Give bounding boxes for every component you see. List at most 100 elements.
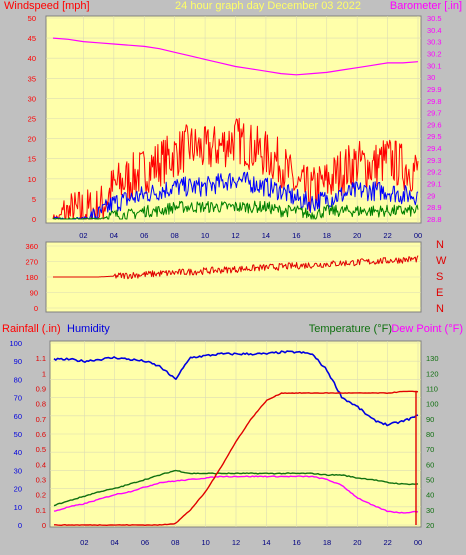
windspeed-tick: 5 [32, 195, 36, 204]
temperature-line [53, 469, 419, 507]
windspeed-tick: 45 [28, 34, 36, 43]
rain-tick: 0.8 [36, 400, 46, 409]
temp-x-ticks: 02 04 06 08 10 12 14 16 18 20 22 00 [80, 538, 422, 547]
rain-tick: 1 [42, 369, 46, 378]
wind-x-tick: 00 [414, 231, 422, 240]
temperature-axis-label: Temperature (°F) [309, 323, 392, 335]
wind-line [52, 171, 419, 220]
gust-line [52, 117, 419, 220]
temperature-tick: 60 [426, 460, 434, 469]
barometer-tick: 30.5 [427, 14, 442, 23]
barometer-tick: 29.3 [427, 156, 442, 165]
humidity-tick: 100 [9, 339, 22, 348]
windspeed-ticks: 0 5 10 15 20 25 30 35 40 45 50 [28, 14, 36, 224]
rain-tick: 0 [42, 521, 46, 530]
barometer-tick: 30.3 [427, 38, 442, 47]
barometer-tick: 29.8 [427, 97, 442, 106]
barometer-tick: 29.2 [427, 168, 442, 177]
temperature-tick: 120 [426, 369, 439, 378]
rain-tick: 0.9 [36, 385, 46, 394]
rain-tick: 0.5 [36, 445, 46, 454]
temp-series [53, 350, 419, 526]
compass-label: N [436, 239, 444, 251]
temp-gridlines [50, 341, 421, 527]
windspeed-tick: 35 [28, 74, 36, 83]
direction-line [53, 255, 419, 280]
barometer-axis-label: Barometer [.in] [390, 0, 462, 12]
barometer-ticks: 28.8 28.9 29 29.1 29.2 29.3 29.4 29.5 29.6 29.7 29… [427, 14, 442, 224]
barometer-tick: 29.9 [427, 85, 442, 94]
temp-x-tick: 08 [171, 538, 179, 547]
barometer-tick: 30.2 [427, 49, 442, 58]
compass-label: E [436, 287, 443, 299]
barometer-tick: 30.4 [427, 26, 442, 35]
barometer-tick: 29.5 [427, 132, 442, 141]
temperature-tick: 100 [426, 400, 439, 409]
temp-x-tick: 10 [201, 538, 209, 547]
temperature-tick: 30 [426, 506, 434, 515]
temp-x-tick: 12 [232, 538, 240, 547]
humidity-tick: 20 [14, 485, 22, 494]
barometer-tick: 30 [427, 73, 435, 82]
barometer-tick: 28.9 [427, 203, 442, 212]
wind-x-tick: 16 [292, 231, 300, 240]
rain-tick: 0.3 [36, 476, 46, 485]
barometer-tick: 28.8 [427, 215, 442, 224]
humidity-tick: 50 [14, 430, 22, 439]
windspeed-tick: 25 [28, 115, 36, 124]
humidity-line [53, 350, 419, 427]
wind-x-tick: 12 [231, 231, 239, 240]
barometer-tick: 29.4 [427, 144, 442, 153]
direction-tick: 360 [25, 242, 38, 251]
wind-plot-area [45, 15, 422, 224]
temperature-tick: 40 [426, 491, 434, 500]
humidity-tick: 70 [14, 394, 22, 403]
rain-tick: 0.7 [36, 415, 46, 424]
temp-x-tick: 00 [414, 538, 422, 547]
windspeed-tick: 40 [28, 54, 36, 63]
temperature-tick: 90 [426, 415, 434, 424]
temp-x-tick: 16 [292, 538, 300, 547]
wind-x-tick: 20 [353, 231, 361, 240]
barometer-tick: 29 [427, 191, 435, 200]
windspeed-tick: 15 [28, 155, 36, 164]
temp-x-tick: 18 [323, 538, 331, 547]
humidity-tick: 90 [14, 357, 22, 366]
humidity-axis-label: Humidity [67, 323, 110, 335]
dewpoint-axis-label: Dew Point (°F) [391, 323, 463, 335]
temperature-tick: 110 [426, 385, 438, 394]
direction-ticks: 0 90 180 270 360 [25, 242, 38, 313]
rain-tick: 0.2 [36, 491, 46, 500]
temp-x-tick: 06 [141, 538, 149, 547]
temperature-tick: 130 [426, 354, 439, 363]
wind-gridlines [46, 16, 421, 223]
wind-x-tick: 08 [170, 231, 178, 240]
temp-x-tick: 22 [383, 538, 391, 547]
wind-x-tick: 04 [110, 231, 118, 240]
barometer-tick: 29.7 [427, 109, 442, 118]
wind-x-tick: 14 [262, 231, 270, 240]
humidity-tick: 30 [14, 466, 22, 475]
wind-x-ticks: 02 04 06 08 10 12 14 16 18 20 22 00 [79, 231, 422, 240]
temperature-tick: 70 [426, 445, 434, 454]
wind-x-tick: 18 [323, 231, 331, 240]
rain-tick: 0.4 [36, 460, 46, 469]
rainfall-axis-label: Rainfall (.in) [2, 323, 61, 335]
humidity-ticks: 0 10 20 30 40 50 60 70 80 90 100 [9, 339, 22, 530]
temp-x-tick: 02 [80, 538, 88, 547]
rain-tick: 0.6 [36, 430, 46, 439]
wind-x-tick: 06 [140, 231, 148, 240]
direction-tick: 90 [30, 289, 38, 298]
humidity-tick: 0 [18, 521, 22, 530]
humidity-tick: 60 [14, 412, 22, 421]
compass-label: S [436, 271, 443, 283]
rain-ticks: 0 0.1 0.2 0.3 0.4 0.5 0.6 0.7 0.8 0.9 1 1.1 [36, 354, 46, 530]
rain-tick: 0.1 [36, 506, 46, 515]
barometer-tick: 29.1 [427, 180, 442, 189]
temperature-tick: 20 [426, 521, 434, 530]
low-wind-line [52, 200, 419, 220]
direction-tick: 270 [25, 258, 38, 267]
